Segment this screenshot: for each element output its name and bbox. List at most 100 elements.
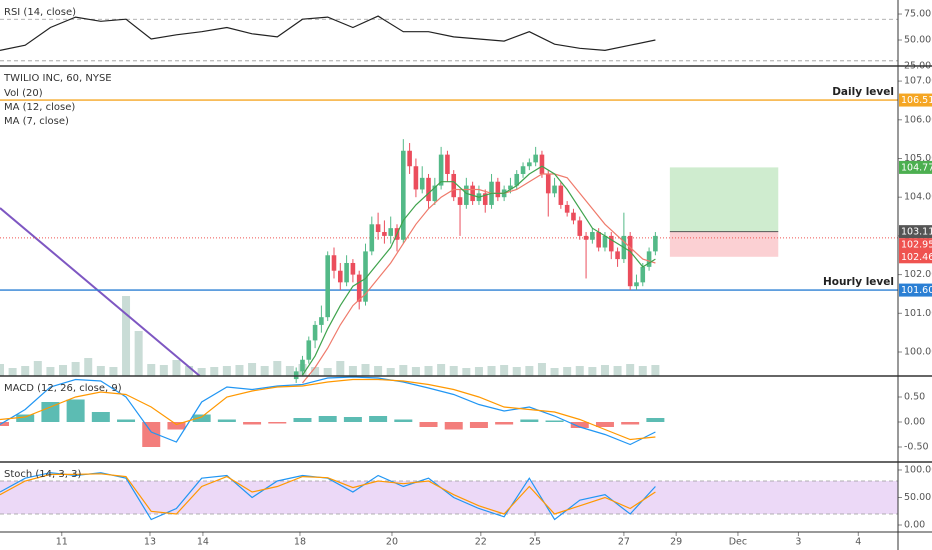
- volume-bar: [159, 365, 168, 376]
- volume-bar: [600, 365, 609, 376]
- volume-bar: [575, 366, 584, 376]
- histogram-bar: [117, 419, 136, 422]
- candle-body: [520, 166, 526, 174]
- histogram-bar: [495, 422, 514, 425]
- histogram-bar: [394, 419, 413, 422]
- volume-bar: [122, 296, 131, 376]
- legend-entry: MA (7, close): [4, 116, 69, 127]
- volume-bar: [285, 366, 294, 376]
- volume-bar: [109, 367, 118, 376]
- price-label-box: [899, 250, 932, 264]
- histogram-bar: [595, 422, 614, 427]
- volume-bar: [260, 366, 269, 376]
- histogram-bar: [167, 422, 186, 430]
- candle-body: [331, 255, 337, 271]
- y-tick-label: 102.00: [904, 269, 932, 280]
- volume-bar: [437, 364, 446, 376]
- volume-bar: [71, 362, 80, 376]
- histogram-bar: [268, 422, 287, 424]
- volume-bar: [462, 368, 471, 376]
- histogram-bar: [646, 418, 665, 422]
- volume-bar: [59, 365, 68, 376]
- candle-body: [369, 224, 375, 252]
- legend-entry: Vol (20): [4, 88, 43, 99]
- series-line: [0, 378, 656, 441]
- price-label-box: [899, 238, 932, 252]
- x-tick-label: 3: [795, 537, 801, 548]
- series-line: [0, 376, 656, 446]
- volume-bar: [588, 367, 597, 376]
- candle-body: [445, 154, 450, 174]
- histogram-bar: [16, 414, 35, 422]
- price-label: 102.95: [901, 240, 932, 251]
- candle-body: [558, 185, 564, 205]
- candle-body: [602, 235, 608, 248]
- candle-body: [495, 181, 501, 198]
- histogram-bar: [217, 419, 236, 422]
- y-tick-label: -0.50: [904, 442, 929, 453]
- candle-body: [419, 177, 425, 190]
- candle-body: [356, 274, 362, 302]
- y-tick-label: 107.00: [904, 76, 932, 87]
- x-tick-label: Dec: [729, 537, 747, 548]
- price-label-box: [899, 283, 932, 297]
- histogram-bar: [570, 422, 589, 428]
- y-tick-label: 50.00: [904, 492, 931, 503]
- price-label: 106.51: [901, 95, 932, 106]
- volume-bar: [336, 361, 345, 376]
- histogram-bar: [621, 422, 640, 425]
- volume-bar: [613, 366, 622, 376]
- volume-bar: [185, 366, 194, 376]
- volume-bar: [8, 368, 17, 376]
- candle-body: [388, 228, 394, 236]
- y-tick-label: 105.00: [904, 153, 932, 164]
- price-label-box: [899, 160, 932, 174]
- candle-body: [312, 324, 318, 341]
- candle-body: [426, 177, 431, 202]
- candle-body: [300, 359, 305, 372]
- histogram-bar: [41, 402, 60, 422]
- candle-body: [552, 185, 557, 194]
- candle-body: [344, 262, 349, 283]
- target-zone: [669, 167, 779, 232]
- candle-body: [646, 251, 652, 267]
- price-label: 102.46: [901, 252, 932, 263]
- candle-body: [457, 197, 463, 205]
- y-tick-label: 104.00: [904, 192, 932, 203]
- volume-bar: [411, 367, 420, 376]
- volume-bar: [386, 368, 395, 376]
- candle-body: [527, 162, 532, 167]
- volume-bar: [563, 367, 572, 376]
- volume-bar: [626, 364, 635, 376]
- volume-bar: [46, 367, 55, 376]
- volume-bar: [210, 367, 219, 376]
- candle-body: [319, 317, 324, 325]
- candle-body: [653, 235, 658, 252]
- volume-bar: [537, 363, 546, 376]
- histogram-bar: [318, 416, 337, 422]
- volume-bar: [235, 365, 244, 376]
- candle-body: [350, 262, 356, 275]
- level-name: Hourly level: [823, 276, 894, 288]
- volume-bar: [374, 366, 383, 376]
- candle-body: [608, 235, 614, 252]
- x-tick-label: 29: [670, 537, 682, 548]
- candle-body: [407, 150, 412, 167]
- candle-body: [583, 235, 589, 240]
- histogram-bar: [192, 414, 211, 422]
- histogram-bar: [293, 418, 312, 422]
- candle-body: [432, 185, 438, 202]
- candle-body: [634, 282, 639, 287]
- histogram-bar: [0, 422, 9, 426]
- volume-bar: [134, 331, 143, 376]
- y-tick-label: 101.00: [904, 308, 932, 319]
- x-tick-label: 14: [197, 537, 209, 548]
- x-tick-label: 11: [56, 537, 68, 548]
- candle-body: [413, 166, 419, 190]
- histogram-bar: [142, 422, 161, 447]
- x-tick-label: 22: [475, 537, 487, 548]
- volume-bar: [500, 365, 509, 376]
- candle-body: [590, 232, 595, 240]
- candle-body: [482, 193, 488, 205]
